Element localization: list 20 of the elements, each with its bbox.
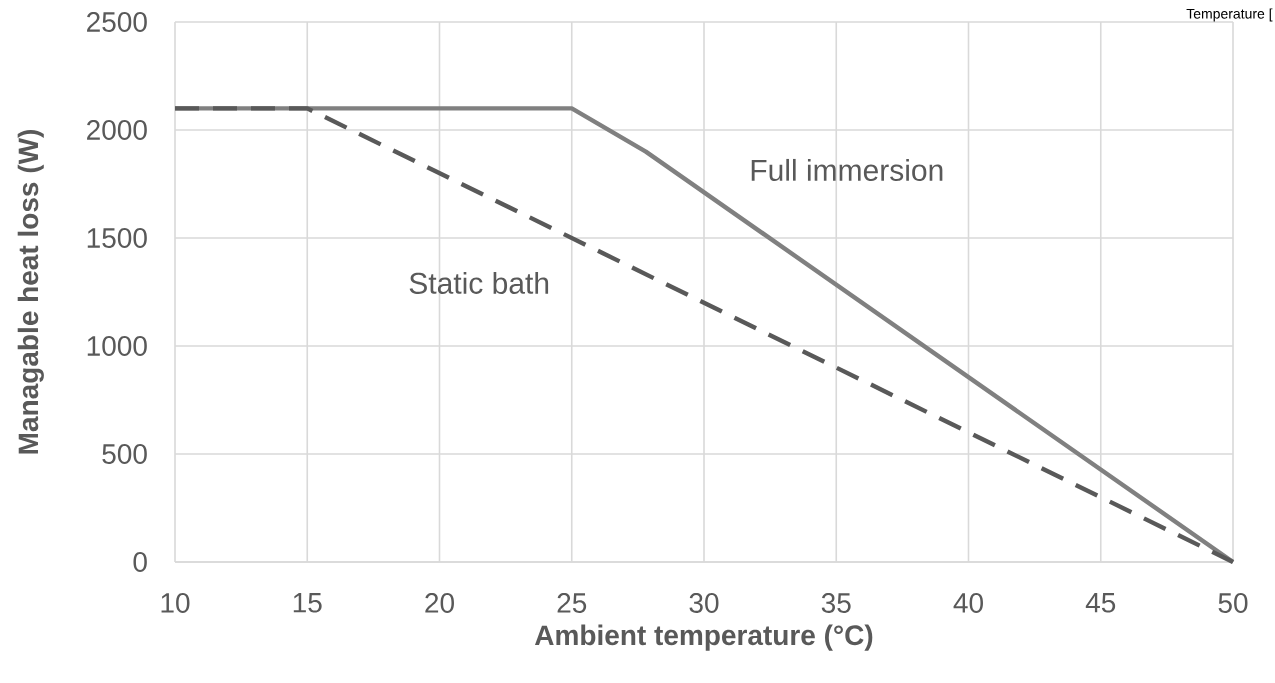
y-tick-label: 0 bbox=[133, 552, 147, 572]
x-tick-label: 35 bbox=[821, 593, 851, 613]
y-tick-label: 1500 bbox=[87, 228, 147, 248]
x-tick-label: 45 bbox=[1085, 593, 1116, 613]
x-tick-label: 25 bbox=[557, 593, 587, 613]
y-tick-label: 2000 bbox=[87, 120, 147, 140]
x-axis-title: Ambient temperature (°C) bbox=[534, 624, 873, 651]
x-tick-label: 30 bbox=[689, 593, 719, 613]
y-tick-label: 2500 bbox=[87, 12, 147, 32]
x-tick-label: 50 bbox=[1218, 593, 1248, 613]
series-label: Static bath bbox=[409, 271, 549, 294]
series-label: Full immersion bbox=[751, 158, 943, 181]
x-tick-label: 20 bbox=[425, 593, 454, 613]
y-axis-title: Managable heat loss (W) bbox=[17, 130, 44, 454]
x-tick-label: 15 bbox=[293, 593, 322, 613]
y-tick-label: 500 bbox=[102, 444, 147, 464]
x-tick-label: 40 bbox=[953, 593, 983, 613]
x-tick-label: 10 bbox=[161, 593, 190, 613]
y-tick-label: 1000 bbox=[87, 336, 147, 356]
text: Temperature [ bbox=[1186, 8, 1273, 22]
